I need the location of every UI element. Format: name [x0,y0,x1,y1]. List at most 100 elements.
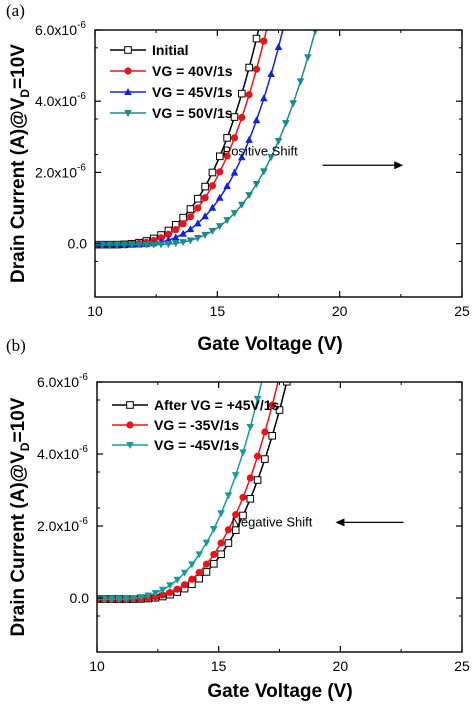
series-point [171,240,180,248]
series-0 [95,3,268,249]
series-point [283,382,291,386]
series-point [276,372,283,379]
series-point [252,34,261,43]
legend-label: After VG = +45V/1s [154,397,280,413]
series-point [268,401,276,409]
x-tick-label: 20 [332,303,348,319]
series-point [208,182,217,190]
shift-annotation: Negative Shift [231,514,404,529]
series-point [129,595,138,603]
series-point [173,585,181,593]
x-tick-label: 25 [454,658,470,674]
series-point [260,94,268,102]
series-point [230,113,239,121]
panel-b: (b) 10 15 20 25 0.0 2.0x10-6 4.0x10-6 6.0x10-6 Ga… [6,0,470,702]
legend-marker [126,442,134,449]
y-tick-label: 0.0 [68,236,88,252]
series-point [208,227,217,235]
series-point [312,30,318,35]
legend-marker [124,88,132,95]
legend-label: Initial [152,42,189,58]
series-point [245,63,253,72]
legend-label: VG = 40V/1s [152,63,233,79]
series-point [289,100,297,108]
series-point [179,239,187,247]
series-point [296,78,305,86]
series-point [298,314,305,321]
shift-arrow-head [335,518,345,527]
series-point [186,213,195,221]
series-point [239,511,247,520]
series-point [282,13,290,20]
series-point [246,474,254,482]
series-point [260,168,268,176]
series-point [179,229,187,237]
series-point [253,476,262,484]
series-point [195,551,203,559]
x-tick-label: 15 [211,658,227,674]
legend-label: VG = 50V/1s [152,105,233,121]
series-point [298,266,305,273]
series-point [231,526,240,534]
series-point [215,152,224,161]
series-2 [97,0,328,604]
series-point [320,0,328,2]
legend-marker [124,67,132,75]
legend: After VG = +45V/1s VG = -35V/1s VG = -45V/… [112,397,280,453]
series-point [193,194,202,203]
y-tick-label: 6.0x10-6 [35,20,86,38]
series-point [238,113,246,122]
series-point [216,168,224,176]
series-point [172,226,180,234]
series-point [120,241,129,249]
shift-annotation: Positive Shift [223,143,404,170]
series-point [115,596,123,604]
series-point [224,526,232,534]
legend-marker [126,421,134,429]
series-point [261,3,268,10]
series-point [305,110,313,117]
series-point [320,194,327,201]
series-point [313,237,320,244]
series-point [208,168,217,177]
series-point [223,182,231,190]
series-point [319,0,327,6]
series-point [180,569,189,577]
series-point [113,241,121,249]
series-point [267,69,275,77]
series-point [215,193,224,201]
series-point [223,134,231,142]
series-point [268,431,276,440]
series-point [267,154,275,162]
series-point [224,539,233,547]
series-point [232,511,240,519]
series-point [195,574,203,583]
series-point [202,568,211,576]
series-point [217,510,225,518]
series-point [208,203,217,211]
series-point [210,525,218,533]
shift-label: Positive Shift [223,143,299,158]
series-2 [95,13,290,248]
series-point [230,134,239,142]
series-point [202,560,211,568]
series-point [181,581,189,589]
series-point [231,472,240,480]
series-point [217,550,225,559]
y-tick-label: 0.0 [70,590,90,606]
series-point [304,54,312,62]
series-point [246,423,255,431]
shift-arrow-head [394,161,404,170]
series-point [158,586,167,594]
series-point [194,204,202,212]
series-point [291,305,298,312]
series-point [151,590,160,598]
series-point [171,233,180,241]
series-point [202,539,211,547]
series-point [215,223,224,231]
series-point [312,54,320,61]
series-point [239,493,247,501]
y-tick-label: 2.0x10-6 [37,516,88,534]
series-0 [97,194,327,603]
